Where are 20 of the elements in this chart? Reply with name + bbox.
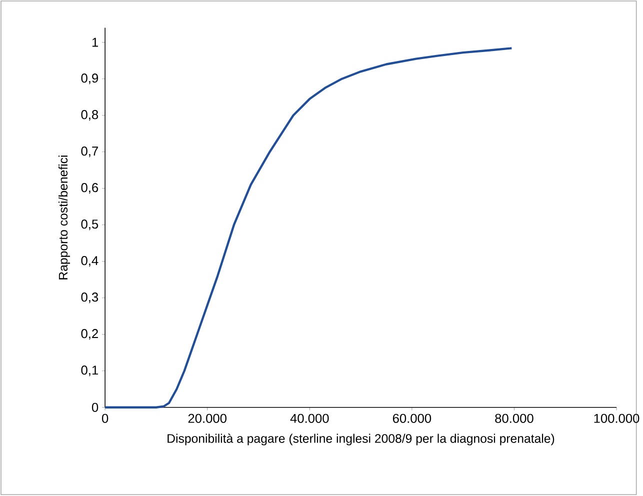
- x-tick-label: 20.000: [188, 414, 226, 424]
- y-axis-title: Rapporto costi/benefici: [58, 156, 70, 280]
- y-tick-label: 0: [92, 403, 98, 412]
- x-tick-label: 40.000: [290, 414, 329, 424]
- y-tick-label: 0,6: [81, 183, 98, 194]
- x-tick-label: 80.000: [495, 414, 534, 424]
- y-tick-label: 0,3: [81, 292, 98, 304]
- y-tick-label: 0,8: [81, 110, 98, 121]
- x-tick-label: 60.000: [392, 414, 432, 424]
- y-tick-label: 1: [92, 38, 98, 47]
- y-tick-label: 0,7: [81, 146, 98, 158]
- y-tick-label: 0,5: [81, 220, 98, 230]
- y-tick-label: 0,4: [81, 256, 98, 267]
- x-axis-title: Disponibilità a pagare (sterline inglesi 2008/9 per la diagnosi prenatale): [168, 434, 554, 446]
- y-tick-label: 0,9: [81, 74, 98, 84]
- x-tick-label: 0: [102, 414, 108, 424]
- line-series: [104, 47, 513, 409]
- x-tick-label: 100.000: [594, 414, 640, 424]
- y-tick-label: 0,2: [81, 329, 98, 340]
- y-tick-label: 0,1: [81, 366, 98, 376]
